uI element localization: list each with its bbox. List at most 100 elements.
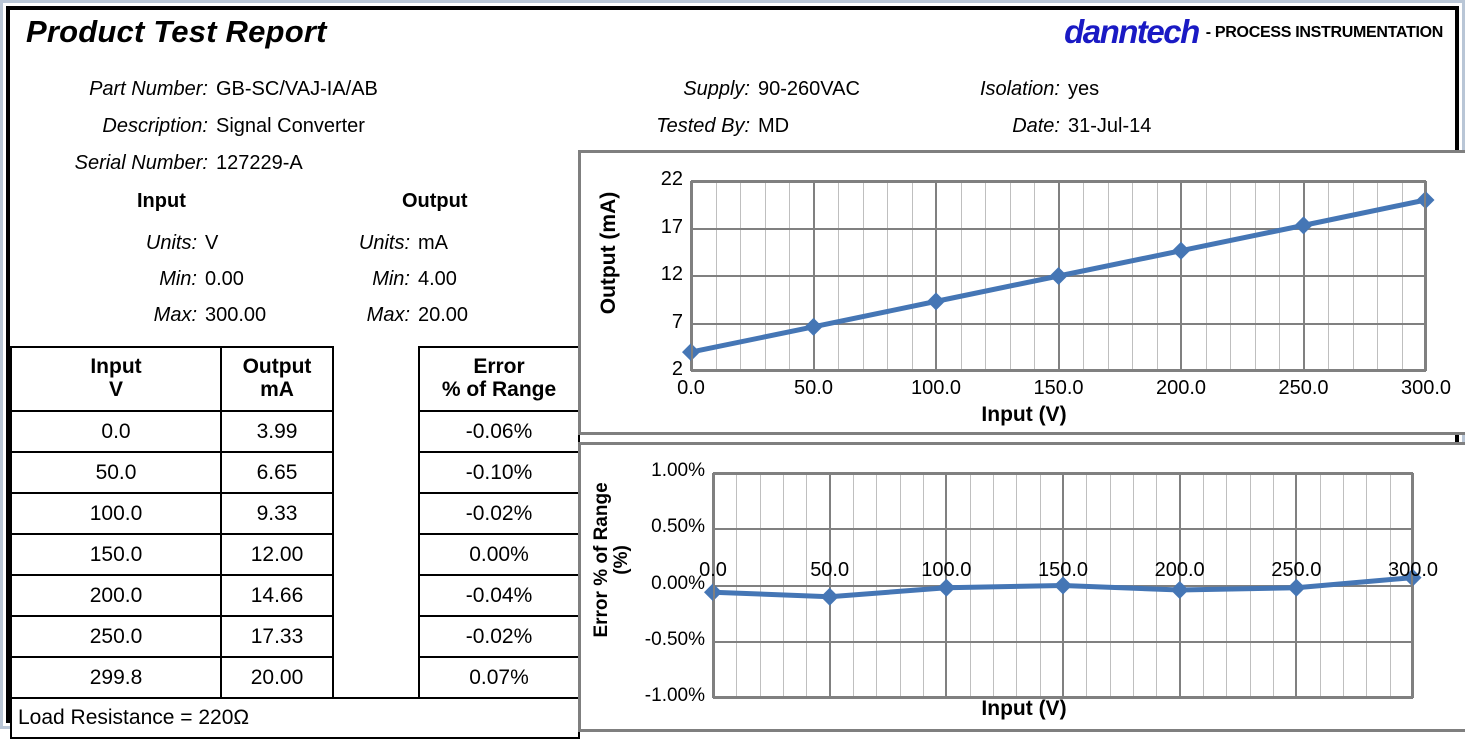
x-axis-tick-label: 300.0 xyxy=(1387,559,1439,581)
serial-number-label: Serial Number: xyxy=(74,152,208,174)
y-axis-tick-label: 22 xyxy=(660,168,683,190)
axis-line xyxy=(1424,181,1426,371)
cell-input: 100.0 xyxy=(10,492,222,535)
y-axis-tick-label: 12 xyxy=(660,263,683,285)
x-axis-tick-label: 100.0 xyxy=(910,377,962,399)
x-axis-tick-label: 150.0 xyxy=(1033,377,1084,399)
x-axis-tick-label: 250.0 xyxy=(1271,559,1322,581)
series-marker xyxy=(1287,578,1306,597)
table-body: 0.0 3.99 -0.06% 50.0 6.65 -0.10% 100.0 9.33 -0.0… xyxy=(10,410,580,699)
cell-spacer xyxy=(332,452,420,493)
axis-line xyxy=(691,181,693,371)
cell-error: 0.00% xyxy=(418,533,580,576)
input-max-row: Max: 300.00 xyxy=(115,304,267,327)
output-max-label: Max: xyxy=(366,304,410,326)
table-row: 299.8 20.00 0.07% xyxy=(10,656,580,699)
axis-line xyxy=(713,473,1413,475)
output-units-value: mA xyxy=(418,232,448,254)
output-min-value: 4.00 xyxy=(418,268,457,290)
input-max-label: Max: xyxy=(153,304,197,326)
output-max-value: 20.00 xyxy=(418,304,469,326)
input-units-row: Units: V xyxy=(115,232,218,255)
axis-line xyxy=(691,369,1426,371)
input-units-value: V xyxy=(205,232,219,254)
cell-error: -0.10% xyxy=(418,451,580,494)
isolation-label: Isolation: xyxy=(979,78,1060,100)
cell-output: 3.99 xyxy=(220,410,334,453)
cell-output: 14.66 xyxy=(220,574,334,617)
error-vs-input-chart: Error % of Range (%) Input (V) 1.00% 0.50… xyxy=(578,442,1465,732)
output-max-row: Max: 20.00 xyxy=(328,304,468,327)
cell-spacer xyxy=(332,657,420,698)
page-title: Product Test Report xyxy=(26,14,327,49)
output-units-row: Units: mA xyxy=(328,232,448,255)
supply-label: Supply: xyxy=(683,78,750,100)
input-min-row: Min: 0.00 xyxy=(115,268,244,291)
series-marker xyxy=(1054,576,1072,595)
cell-spacer xyxy=(332,575,420,616)
y-axis-tick-label: -0.50% xyxy=(644,628,705,650)
chart2-x-axis-title: Input (V) xyxy=(981,697,1067,720)
date-label: Date: xyxy=(1012,115,1060,137)
series-marker xyxy=(820,587,839,606)
cell-output: 17.33 xyxy=(220,615,334,658)
field-description: Description: Signal Converter xyxy=(30,115,365,138)
gridline-major-horizontal xyxy=(713,640,1413,643)
series-marker xyxy=(927,292,945,311)
axis-line xyxy=(1411,473,1413,698)
header-error: Error % of Range xyxy=(418,346,580,412)
output-min-row: Min: 4.00 xyxy=(328,268,457,291)
series-marker xyxy=(1294,216,1313,235)
cell-input: 50.0 xyxy=(10,451,222,494)
gridline-major-vertical xyxy=(1425,181,1427,371)
isolation-value: yes xyxy=(1068,78,1100,100)
x-axis-tick-label: 200.0 xyxy=(1155,377,1207,399)
field-date: Date: 31-Jul-14 xyxy=(950,115,1151,138)
chart1-plot-area: 2 7 12 17 22 0.0 50.0 100.0 150.0 200.0 250.0 300.0 xyxy=(661,168,1451,399)
input-max-value: 300.00 xyxy=(205,304,267,326)
x-axis-tick-label: 50.0 xyxy=(794,377,833,399)
chart1-y-axis-title: Output (mA) xyxy=(597,191,620,315)
chart2-y-axis-title: Error % of Range (%) xyxy=(591,465,632,655)
cell-input: 299.8 xyxy=(10,656,222,699)
x-axis-tick-label: 200.0 xyxy=(1154,559,1205,581)
cell-input: 0.0 xyxy=(10,410,222,453)
x-axis-tick-label: 300.0 xyxy=(1400,377,1452,399)
x-axis-tick-label: 50.0 xyxy=(810,559,850,581)
header-error-line2: % of Range xyxy=(441,378,557,401)
table-row: 250.0 17.33 -0.02% xyxy=(10,615,580,658)
cell-spacer xyxy=(332,616,420,657)
cell-output: 20.00 xyxy=(220,656,334,699)
gridline-major-horizontal xyxy=(691,322,1426,325)
chart2-plot-area: 1.00% 0.50% 0.00% -0.50% -1.00% 0.0 50.0 100.0 1… xyxy=(645,460,1438,706)
gridline-major-horizontal xyxy=(691,370,1426,372)
header-spacer xyxy=(332,347,420,411)
input-min-label: Min: xyxy=(159,268,197,290)
load-resistance-note: Load Resistance = 220Ω xyxy=(10,697,580,739)
y-axis-tick-label: 0.00% xyxy=(651,572,705,594)
x-axis-tick-label: 100.0 xyxy=(921,559,972,581)
header-input-line2: V xyxy=(108,378,123,401)
table-row: 150.0 12.00 0.00% xyxy=(10,533,580,576)
x-axis-tick-label: 0.0 xyxy=(699,559,727,581)
tested-by-label: Tested By: xyxy=(656,115,750,137)
field-serial-number: Serial Number: 127229-A xyxy=(10,152,303,175)
header-output-line1: Output xyxy=(242,355,312,379)
part-number-label: Part Number: xyxy=(89,78,208,100)
y-axis-tick-label: 2 xyxy=(671,358,683,380)
description-label: Description: xyxy=(102,115,208,137)
results-table: Input V Output mA Error % of Range 0.0 3.… xyxy=(10,346,580,739)
input-section-heading: Input xyxy=(137,190,186,212)
table-header-row: Input V Output mA Error % of Range xyxy=(10,346,580,412)
cell-input: 150.0 xyxy=(10,533,222,576)
cell-error: -0.02% xyxy=(418,615,580,658)
cell-input: 200.0 xyxy=(10,574,222,617)
output-section-heading: Output xyxy=(402,190,468,212)
serial-number-value: 127229-A xyxy=(216,152,303,174)
y-axis-tick-label: 1.00% xyxy=(651,460,705,481)
chart-series xyxy=(682,191,1435,362)
output-min-label: Min: xyxy=(372,268,410,290)
cell-output: 6.65 xyxy=(220,451,334,494)
cell-spacer xyxy=(332,493,420,534)
